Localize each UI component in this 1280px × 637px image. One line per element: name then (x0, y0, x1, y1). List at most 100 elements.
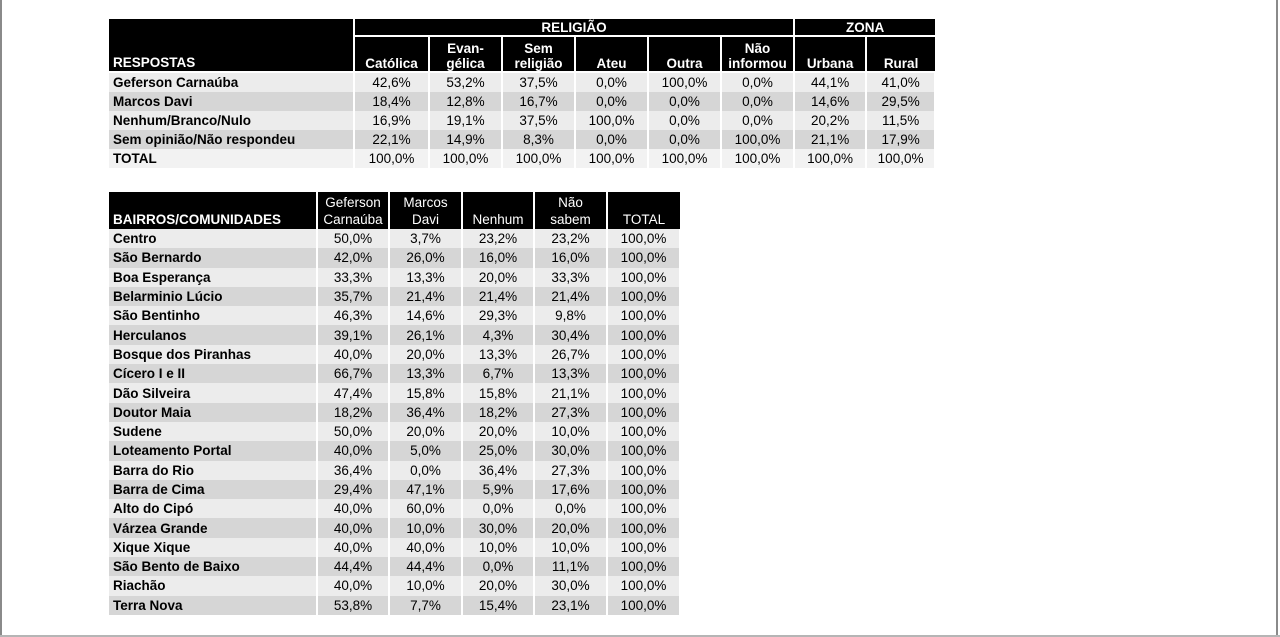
t2-column-header-line: Nenhum (472, 212, 524, 227)
row-label: Várzea Grande (109, 518, 318, 538)
row-label: TOTAL (109, 149, 355, 168)
table-row: Nenhum/Branco/Nulo 16,9% 19,1% 37,5% 100,0% 0… (109, 111, 937, 130)
table-cell: 42,0% (317, 248, 390, 268)
table-cell: 100,0% (607, 229, 681, 249)
table-cell: 40,0% (317, 441, 390, 461)
t1-column-header-line: Outra (666, 56, 703, 71)
table-row: Marcos Davi 18,4% 12,8% 16,7% 0,0% 0,0% 0,0% 14… (109, 92, 937, 111)
table-cell: 36,4% (389, 402, 463, 422)
table-cell: 18,2% (317, 402, 390, 422)
table-cell: 23,2% (462, 229, 535, 249)
table-cell: 40,0% (317, 518, 390, 538)
row-label: São Bento de Baixo (109, 557, 318, 577)
table-cell: 100,0% (607, 576, 681, 596)
t2-column-header-line: Carnaúba (323, 212, 383, 227)
row-label: São Bernardo (109, 248, 318, 268)
row-label: Centro (109, 229, 318, 249)
table-cell: 40,0% (317, 499, 390, 519)
table-cell: 47,4% (317, 383, 390, 403)
t2-column-header-line: sabem (550, 212, 591, 227)
t1-column-header: Sem religião (502, 36, 576, 73)
row-label: Marcos Davi (109, 92, 355, 111)
table-row: Herculanos 39,1% 26,1% 4,3% 30,4% 100,0% (109, 325, 681, 345)
table-row: Sudene 50,0% 20,0% 20,0% 10,0% 100,0% (109, 421, 681, 442)
table-cell: 40,0% (389, 537, 463, 558)
table-cell: 0,0% (648, 130, 722, 149)
t1-column-header-line: gélica (446, 56, 485, 71)
table-cell: 19,1% (429, 111, 503, 130)
table-row: Alto do Cipó 40,0% 60,0% 0,0% 0,0% 100,0% (109, 499, 681, 519)
table-cell: 100,0% (575, 149, 649, 168)
t1-column-header-line: Ateu (596, 56, 627, 71)
table-cell: 26,1% (389, 325, 463, 345)
table-cell: 100,0% (721, 130, 796, 149)
table-cell: 15,4% (462, 595, 535, 615)
table-cell: 39,1% (317, 325, 390, 345)
row-label: Herculanos (109, 325, 318, 345)
table-row: São Bentinho 46,3% 14,6% 29,3% 9,8% 100,0% (109, 306, 681, 326)
table-cell: 46,3% (317, 306, 390, 326)
table-cell: 16,0% (534, 248, 608, 268)
table-row: Doutor Maia 18,2% 36,4% 18,2% 27,3% 100,0% (109, 402, 681, 422)
table-cell: 35,7% (317, 286, 390, 307)
table-row: Bosque dos Piranhas 40,0% 20,0% 13,3% 26,7% 1… (109, 344, 681, 365)
table-cell: 13,3% (534, 364, 608, 384)
t1-column-header-line: informou (728, 56, 787, 71)
table-cell: 36,4% (317, 460, 390, 480)
table-cell: 33,3% (317, 267, 390, 287)
table-row: Terra Nova 53,8% 7,7% 15,4% 23,1% 100,0% (109, 595, 681, 615)
table-cell: 100,0% (794, 149, 868, 168)
table-cell: 40,0% (317, 537, 390, 558)
table-cell: 11,1% (534, 557, 608, 577)
religiao-group-header: RELIGIÃO (354, 19, 796, 37)
table-cell: 0,0% (462, 499, 535, 519)
table-cell: 100,0% (607, 499, 681, 519)
t1-column-header: Evan-gélica (429, 36, 503, 73)
table-cell: 100,0% (607, 595, 681, 615)
table-cell: 15,8% (462, 383, 535, 403)
table-cell: 13,3% (462, 344, 535, 365)
table-row: Centro 50,0% 3,7% 23,2% 23,2% 100,0% (109, 229, 681, 249)
table-cell: 16,9% (354, 111, 430, 130)
table-cell: 66,7% (317, 364, 390, 384)
table-cell: 36,4% (462, 460, 535, 480)
table-cell: 21,4% (389, 286, 463, 307)
table-cell: 100,0% (607, 364, 681, 384)
row-label: Boa Esperança (109, 267, 318, 287)
table-cell: 9,8% (534, 306, 608, 326)
table-cell: 3,7% (389, 229, 463, 249)
bairros-header: BAIRROS/COMUNIDADES (109, 192, 318, 229)
table-cell: 14,6% (389, 306, 463, 326)
neighborhood-table: BAIRROS/COMUNIDADES Geferson Carnaúba Marc… (109, 192, 681, 615)
table-cell: 100,0% (354, 149, 430, 168)
table-cell: 0,0% (721, 92, 796, 111)
table-row: Cícero I e II 66,7% 13,3% 6,7% 13,3% 100,0% (109, 364, 681, 384)
row-label: Alto do Cipó (109, 499, 318, 519)
table-cell: 0,0% (575, 130, 649, 149)
table-cell: 100,0% (502, 149, 576, 168)
table-cell: 100,0% (607, 557, 681, 577)
t2-column-header-line: Não (558, 195, 583, 210)
t1-column-header: Ateu (575, 36, 649, 73)
t2-column-header: TOTAL (607, 192, 680, 229)
table-cell: 6,7% (462, 364, 535, 384)
table-cell: 44,4% (389, 557, 463, 577)
table-cell: 44,1% (794, 72, 868, 92)
table-cell: 60,0% (389, 499, 463, 519)
table-cell: 29,5% (866, 92, 937, 111)
table-cell: 100,0% (607, 248, 681, 268)
table-cell: 7,7% (389, 595, 463, 615)
table-cell: 50,0% (317, 229, 390, 249)
table-cell: 10,0% (462, 537, 535, 558)
table-cell: 100,0% (607, 344, 681, 365)
table-cell: 11,5% (866, 111, 937, 130)
table-cell: 21,4% (462, 286, 535, 307)
table-cell: 17,6% (534, 479, 608, 500)
respostas-header: RESPOSTAS (109, 19, 355, 73)
table-cell: 100,0% (721, 149, 796, 168)
table-cell: 23,2% (534, 229, 608, 249)
table-cell: 27,3% (534, 460, 608, 480)
t1-column-header-line: Rural (883, 56, 919, 71)
table-cell: 29,4% (317, 479, 390, 500)
table-row: Boa Esperança 33,3% 13,3% 20,0% 33,3% 100,0% (109, 267, 681, 287)
